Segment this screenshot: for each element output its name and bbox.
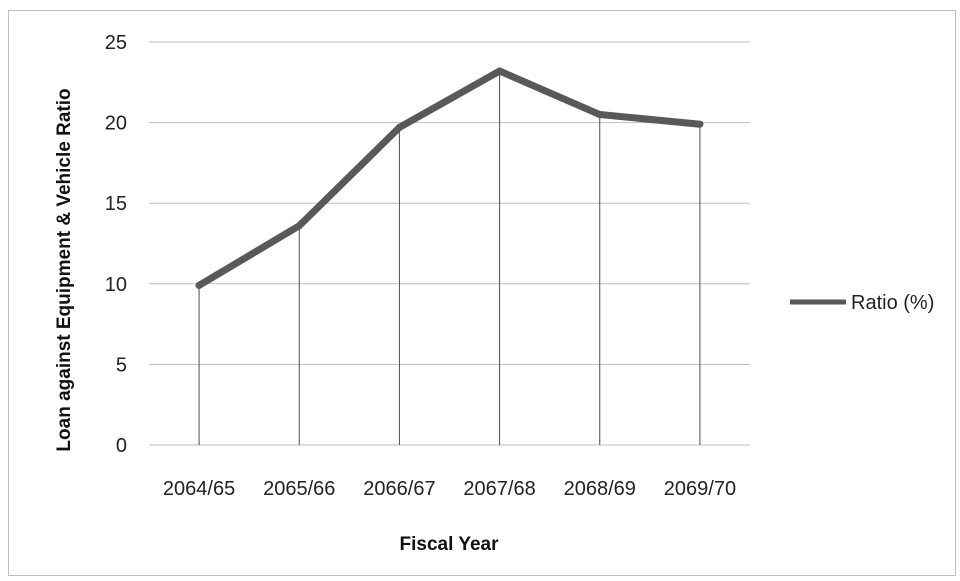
x-tick-label: 2069/70 bbox=[664, 478, 736, 500]
data-point bbox=[395, 123, 403, 131]
data-point bbox=[696, 120, 704, 128]
data-point bbox=[596, 111, 604, 119]
x-tick-label: 2068/69 bbox=[564, 478, 636, 500]
y-tick-label-5: 5 bbox=[116, 354, 127, 376]
y-tick-label-0: 0 bbox=[116, 435, 127, 457]
x-tick-label: 2065/66 bbox=[263, 478, 335, 500]
x-axis-title: Fiscal Year bbox=[400, 534, 500, 555]
series-layer bbox=[195, 67, 704, 289]
y-axis-title: Loan against Equipment & Vehicle Ratio bbox=[54, 88, 75, 451]
y-tick-label-25: 25 bbox=[105, 32, 127, 54]
legend-label: Ratio (%) bbox=[851, 292, 934, 314]
drop-lines bbox=[198, 71, 701, 445]
series-line bbox=[195, 67, 704, 289]
x-tick-label: 2067/68 bbox=[463, 478, 535, 500]
data-point bbox=[496, 67, 504, 75]
y-tick-label-10: 10 bbox=[105, 274, 127, 296]
data-point bbox=[295, 222, 303, 230]
data-point bbox=[195, 281, 203, 289]
chart-frame bbox=[8, 10, 956, 576]
y-axis-ticks: 0 5 10 15 20 25 bbox=[105, 32, 127, 457]
y-tick-label-15: 15 bbox=[105, 193, 127, 215]
gridlines bbox=[149, 41, 750, 446]
legend: Ratio (%) bbox=[790, 292, 934, 314]
x-axis-ticks: 2064/65 2065/66 2066/67 2067/68 2068/69 2069/… bbox=[163, 478, 736, 500]
x-tick-label: 2066/67 bbox=[363, 478, 435, 500]
x-tick-label: 2064/65 bbox=[163, 478, 235, 500]
y-tick-label-20: 20 bbox=[105, 113, 127, 135]
